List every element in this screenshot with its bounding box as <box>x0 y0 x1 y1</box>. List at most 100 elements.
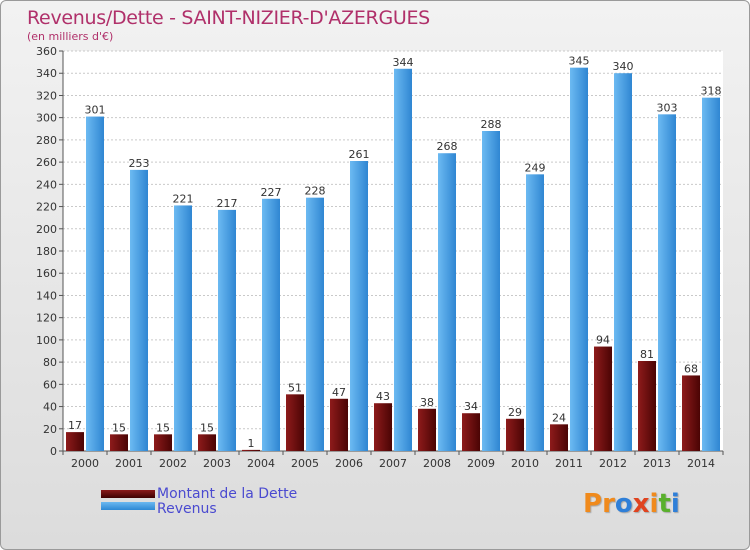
bar-dette <box>242 449 260 451</box>
logo-letter: P <box>583 489 603 519</box>
bar-revenus <box>702 97 720 452</box>
data-label-dette: 51 <box>288 381 302 394</box>
y-tick-label: 300 <box>36 112 57 125</box>
bar-dette <box>462 413 480 451</box>
data-label-revenus: 217 <box>217 197 238 210</box>
y-tick-label: 80 <box>43 356 57 369</box>
data-label-revenus: 340 <box>613 60 634 73</box>
legend-swatch-revenus <box>101 502 155 510</box>
legend-label-revenus: Revenus <box>157 501 217 517</box>
x-tick-label: 2010 <box>511 457 539 470</box>
y-tick-label: 280 <box>36 134 57 147</box>
x-tick-label: 2003 <box>203 457 231 470</box>
data-label-revenus: 221 <box>173 192 194 205</box>
data-label-dette: 15 <box>200 421 214 434</box>
data-label-revenus: 249 <box>525 161 546 174</box>
y-tick-label: 320 <box>36 89 57 102</box>
data-label-revenus: 288 <box>481 118 502 131</box>
bar-revenus <box>174 205 192 451</box>
data-label-dette: 47 <box>332 386 346 399</box>
bar-revenus <box>130 169 148 451</box>
data-label-revenus: 227 <box>261 186 282 199</box>
bar-revenus <box>482 131 500 451</box>
bar-dette <box>550 424 568 451</box>
logo-letter: r <box>602 489 615 519</box>
bar-revenus <box>306 197 324 451</box>
y-tick-label: 220 <box>36 201 57 214</box>
bar-dette <box>286 394 304 451</box>
chart-title: Revenus/Dette - SAINT-NIZIER-D'AZERGUES <box>27 7 430 29</box>
data-label-revenus: 268 <box>437 140 458 153</box>
data-label-dette: 81 <box>640 348 654 361</box>
data-label-dette: 38 <box>420 396 434 409</box>
data-label-dette: 34 <box>464 400 478 413</box>
y-tick-label: 0 <box>50 445 57 458</box>
data-label-dette: 24 <box>552 411 566 424</box>
data-label-dette: 94 <box>596 334 610 347</box>
y-tick-label: 200 <box>36 223 57 236</box>
bar-dette <box>110 434 128 451</box>
data-label-dette: 1 <box>248 437 255 450</box>
bar-revenus <box>262 198 280 451</box>
x-tick-label: 2006 <box>335 457 363 470</box>
bar-dette <box>506 418 524 451</box>
y-tick-label: 360 <box>36 45 57 58</box>
x-tick-label: 2008 <box>423 457 451 470</box>
bar-revenus <box>570 67 588 452</box>
y-tick-label: 260 <box>36 156 57 169</box>
y-tick-label: 140 <box>36 289 57 302</box>
y-tick-label: 100 <box>36 334 57 347</box>
chart-subtitle: (en milliers d'€) <box>27 30 114 43</box>
x-tick-label: 2000 <box>71 457 99 470</box>
logo-letter: x <box>632 489 650 519</box>
bar-revenus <box>86 116 104 452</box>
data-label-revenus: 318 <box>701 85 722 98</box>
bar-revenus <box>218 209 236 451</box>
bar-dette <box>154 434 172 451</box>
x-tick-label: 2001 <box>115 457 143 470</box>
bar-dette <box>594 346 612 451</box>
data-label-dette: 17 <box>68 419 82 432</box>
x-tick-label: 2011 <box>555 457 583 470</box>
y-tick-label: 240 <box>36 178 57 191</box>
y-tick-label: 340 <box>36 67 57 80</box>
data-label-dette: 43 <box>376 390 390 403</box>
bar-dette <box>330 398 348 451</box>
x-tick-label: 2012 <box>599 457 627 470</box>
data-label-dette: 29 <box>508 406 522 419</box>
legend-swatch-dette <box>101 490 155 498</box>
bar-revenus <box>658 114 676 451</box>
y-tick-label: 120 <box>36 312 57 325</box>
bar-revenus <box>614 73 632 451</box>
data-label-revenus: 301 <box>85 104 106 117</box>
data-label-revenus: 261 <box>349 148 370 161</box>
proxiti-logo: Proxiti <box>583 489 680 519</box>
y-tick-label: 160 <box>36 267 57 280</box>
bar-revenus <box>526 174 544 452</box>
legend-label-dette: Montant de la Dette <box>157 486 298 502</box>
bar-revenus <box>394 68 412 452</box>
bar-dette <box>66 432 84 451</box>
data-label-dette: 68 <box>684 362 698 375</box>
bar-dette <box>198 434 216 451</box>
bar-revenus <box>438 153 456 451</box>
x-tick-label: 2002 <box>159 457 187 470</box>
x-tick-label: 2005 <box>291 457 319 470</box>
data-label-revenus: 228 <box>305 185 326 198</box>
x-tick-label: 2004 <box>247 457 275 470</box>
logo-letter: o <box>614 489 633 519</box>
data-label-dette: 15 <box>156 421 170 434</box>
bar-dette <box>682 375 700 451</box>
x-tick-label: 2007 <box>379 457 407 470</box>
logo-letter: i <box>649 489 659 519</box>
x-tick-label: 2014 <box>687 457 715 470</box>
logo-letter: t <box>658 489 671 519</box>
data-label-revenus: 303 <box>657 101 678 114</box>
y-tick-label: 60 <box>43 378 57 391</box>
data-label-revenus: 345 <box>569 55 590 68</box>
bar-dette <box>374 403 392 451</box>
logo-letter: i <box>670 489 680 519</box>
y-tick-label: 180 <box>36 245 57 258</box>
